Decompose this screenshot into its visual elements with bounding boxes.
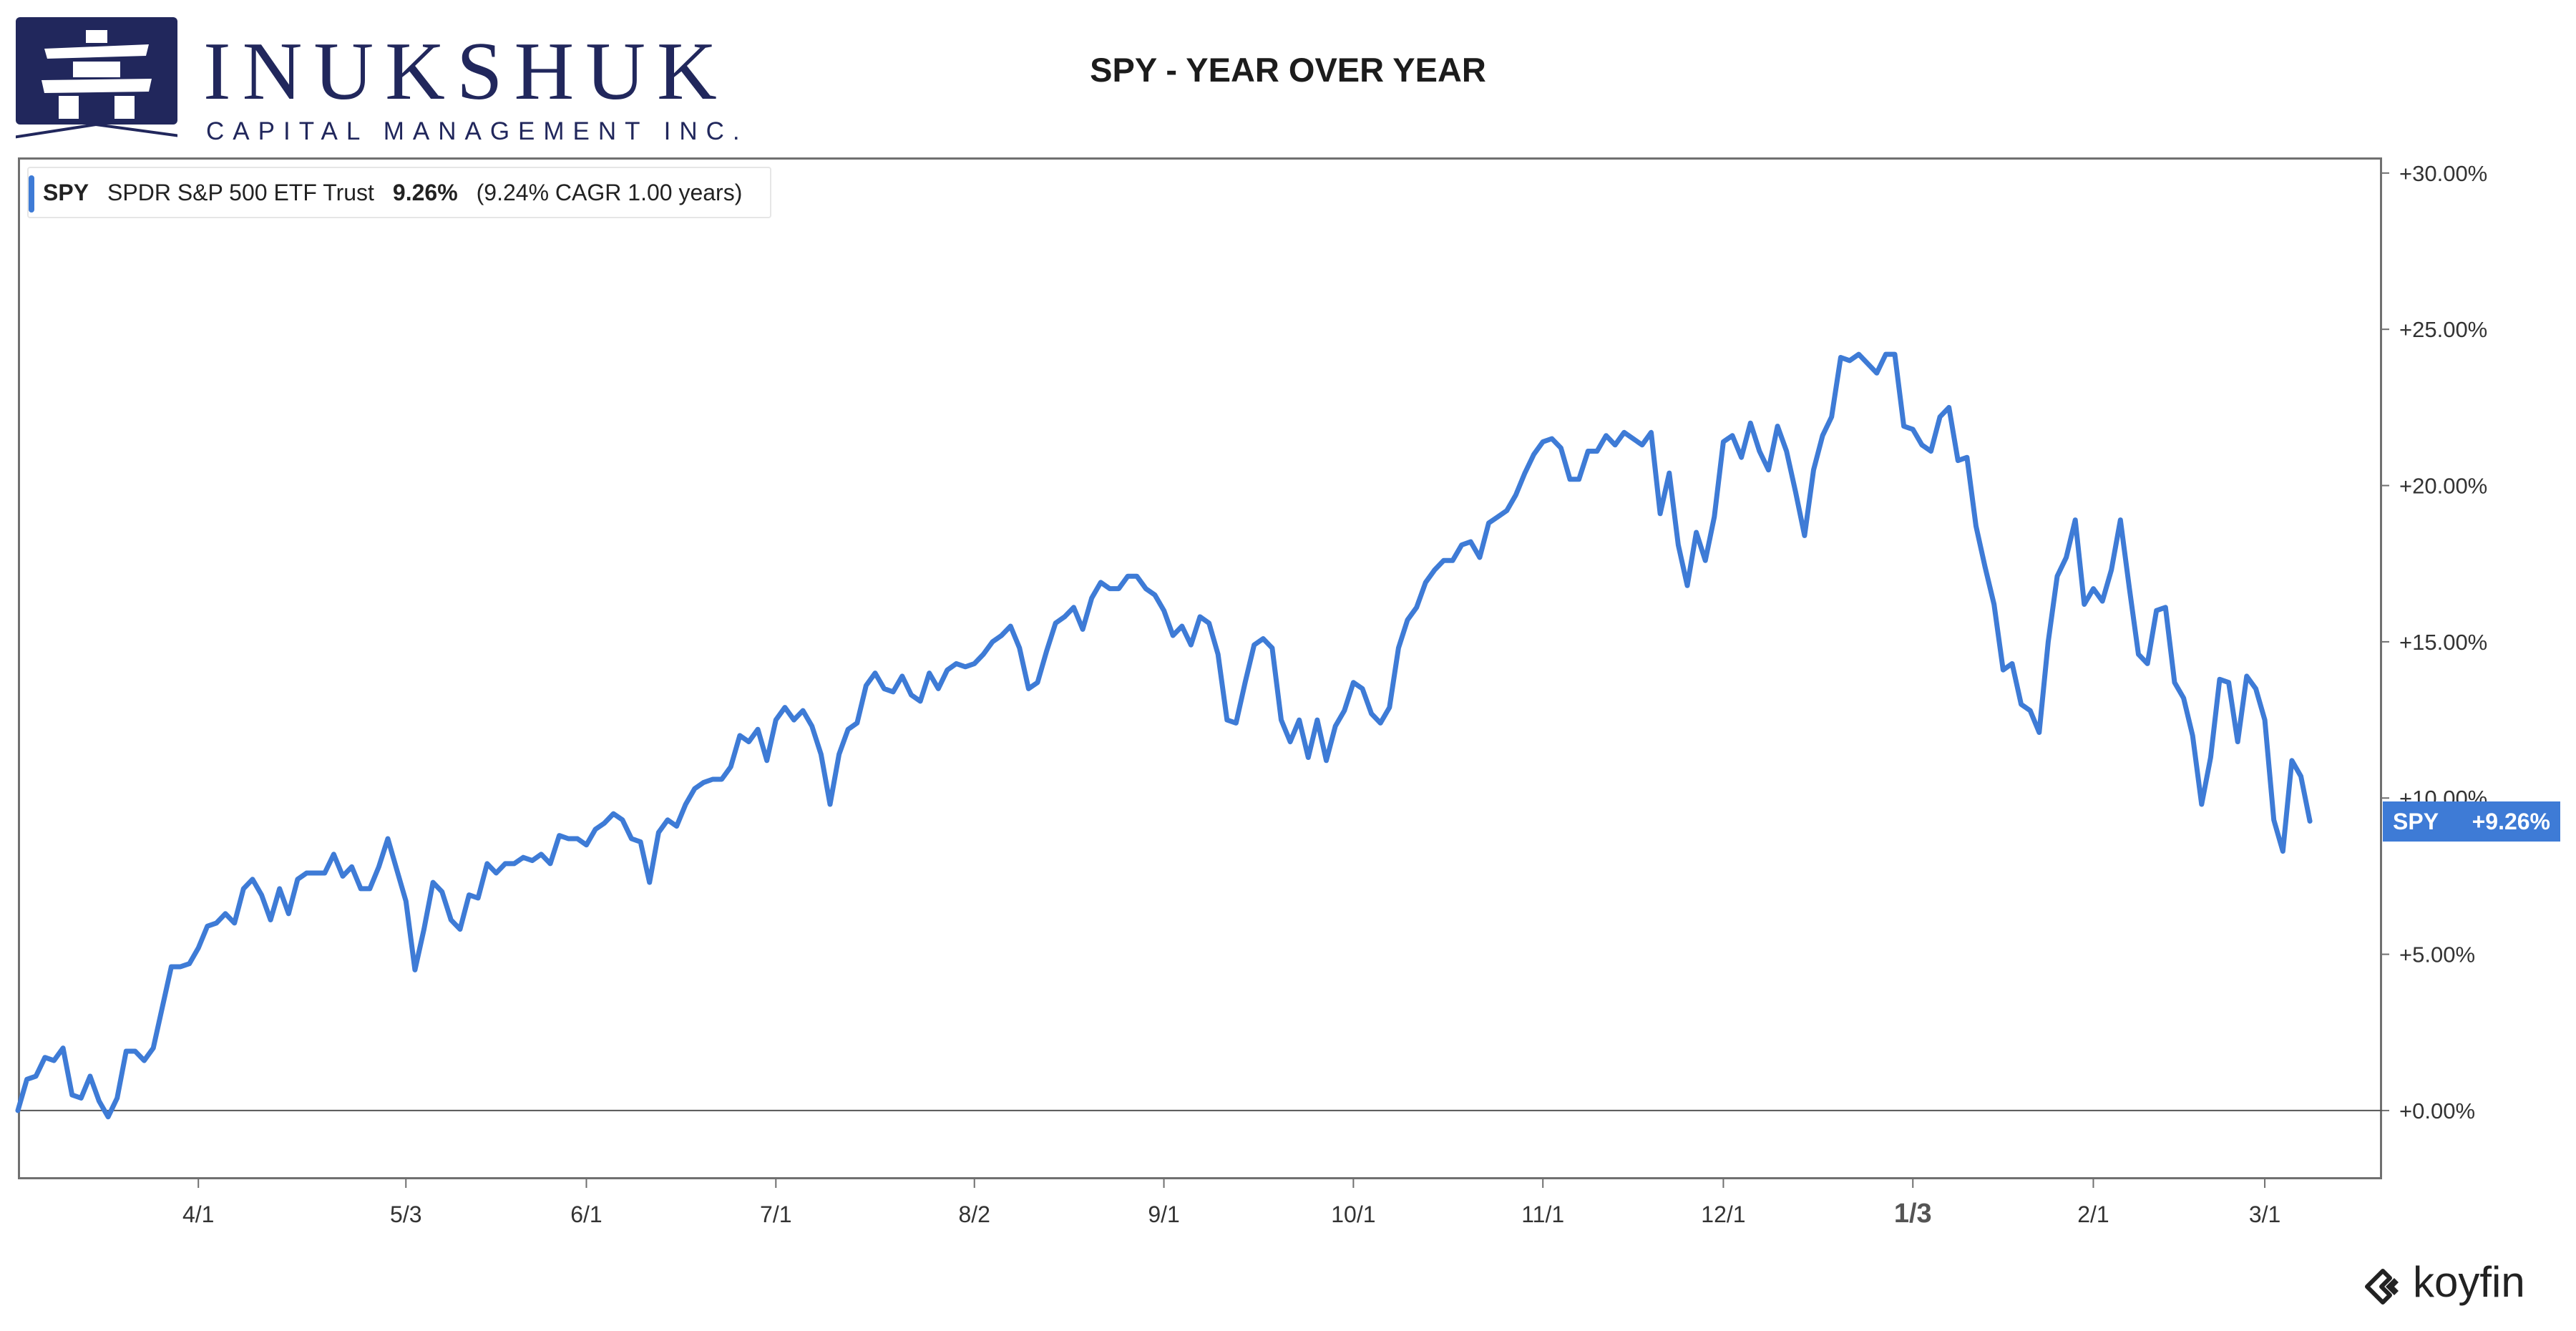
last-value-badge: SPY +9.26% <box>2383 801 2560 842</box>
y-tick-label: +5.00% <box>2399 942 2475 967</box>
legend-detail: (9.24% CAGR 1.00 years) <box>476 180 743 205</box>
legend-swatch <box>29 175 34 213</box>
plot-frame <box>18 157 2382 1179</box>
y-tick-label: +15.00% <box>2399 630 2487 655</box>
chart-legend[interactable]: SPY SPDR S&P 500 ETF Trust 9.26% (9.24% CAG… <box>27 167 771 218</box>
last-value-symbol: SPY <box>2393 809 2439 834</box>
y-tick-label: +30.00% <box>2399 161 2487 186</box>
koyfin-brand: koyfin <box>2361 1257 2562 1314</box>
logo-wordmark: INUKSHUK <box>203 26 728 117</box>
x-tick-label: 10/1 <box>1331 1201 1375 1227</box>
y-tick-label: +0.00% <box>2399 1098 2475 1123</box>
legend-security-name: SPDR S&P 500 ETF Trust <box>107 180 374 205</box>
x-tick-label: 9/1 <box>1148 1201 1179 1227</box>
x-tick-label: 1/3 <box>1894 1199 1932 1229</box>
x-tick-label: 11/1 <box>1521 1201 1564 1227</box>
legend-return: 9.26% <box>392 180 458 205</box>
legend-symbol: SPY <box>43 180 89 205</box>
x-tick-label: 3/1 <box>2249 1201 2280 1227</box>
inukshuk-logo-icon <box>16 17 177 139</box>
company-logo: INUKSHUK CAPITAL MANAGEMENT INC. <box>16 13 740 144</box>
x-tick-label: 6/1 <box>570 1201 602 1227</box>
koyfin-logo-icon <box>2365 1269 2399 1305</box>
x-tick-label: 5/3 <box>390 1201 421 1227</box>
legend-text: SPY SPDR S&P 500 ETF Trust 9.26% (9.24% CAG… <box>43 168 761 217</box>
last-value-number: +9.26% <box>2472 809 2550 834</box>
y-tick-label: +25.00% <box>2399 317 2487 342</box>
brand-name: koyfin <box>2413 1258 2525 1306</box>
x-tick-label: 12/1 <box>1701 1201 1745 1227</box>
x-tick-label: 7/1 <box>760 1201 791 1227</box>
chart-title: SPY - YEAR OVER YEAR <box>1090 51 1486 89</box>
y-tick-label: +20.00% <box>2399 474 2487 499</box>
x-tick-label: 8/2 <box>958 1201 990 1227</box>
x-tick-label: 2/1 <box>2077 1201 2109 1227</box>
series-line-spy <box>15 351 2313 1120</box>
x-tick-label: 4/1 <box>182 1201 214 1227</box>
logo-subtitle: CAPITAL MANAGEMENT INC. <box>206 117 748 145</box>
